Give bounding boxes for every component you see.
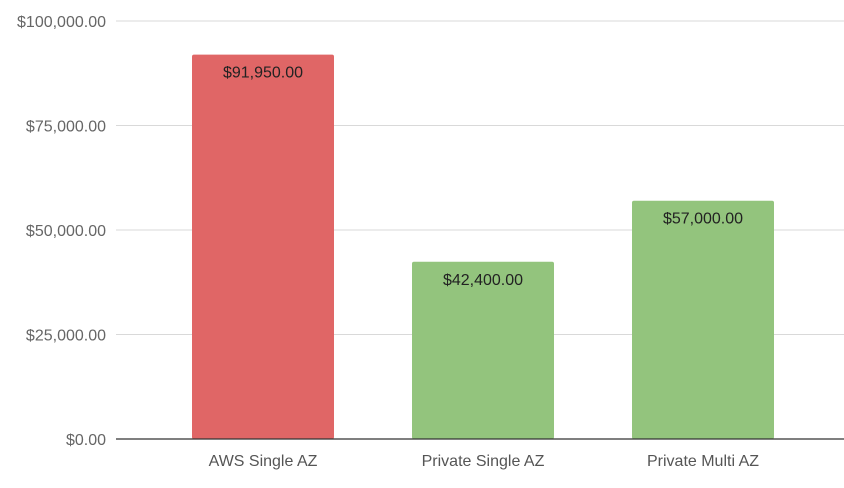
y-tick-label: $25,000.00 — [26, 328, 106, 345]
bar-aws-single-az — [192, 54, 334, 440]
bar-private-single-az — [412, 261, 554, 439]
y-tick-label: $75,000.00 — [26, 119, 106, 136]
bar-private-multi-az — [632, 200, 774, 439]
bar-layer — [192, 54, 774, 440]
x-category-label: AWS Single AZ — [209, 453, 318, 470]
x-category-label: Private Multi AZ — [647, 453, 759, 470]
y-tick-label: $100,000.00 — [17, 14, 106, 31]
data-label: $91,950.00 — [223, 65, 303, 82]
data-label: $42,400.00 — [443, 272, 523, 289]
y-tick-label: $50,000.00 — [26, 223, 106, 240]
x-category-label: Private Single AZ — [422, 453, 545, 470]
y-tick-label: $0.00 — [66, 432, 106, 449]
label-layer: $0.00 $25,000.00 $50,000.00 $75,000.00 $100,… — [17, 14, 844, 470]
data-label: $57,000.00 — [663, 211, 743, 228]
